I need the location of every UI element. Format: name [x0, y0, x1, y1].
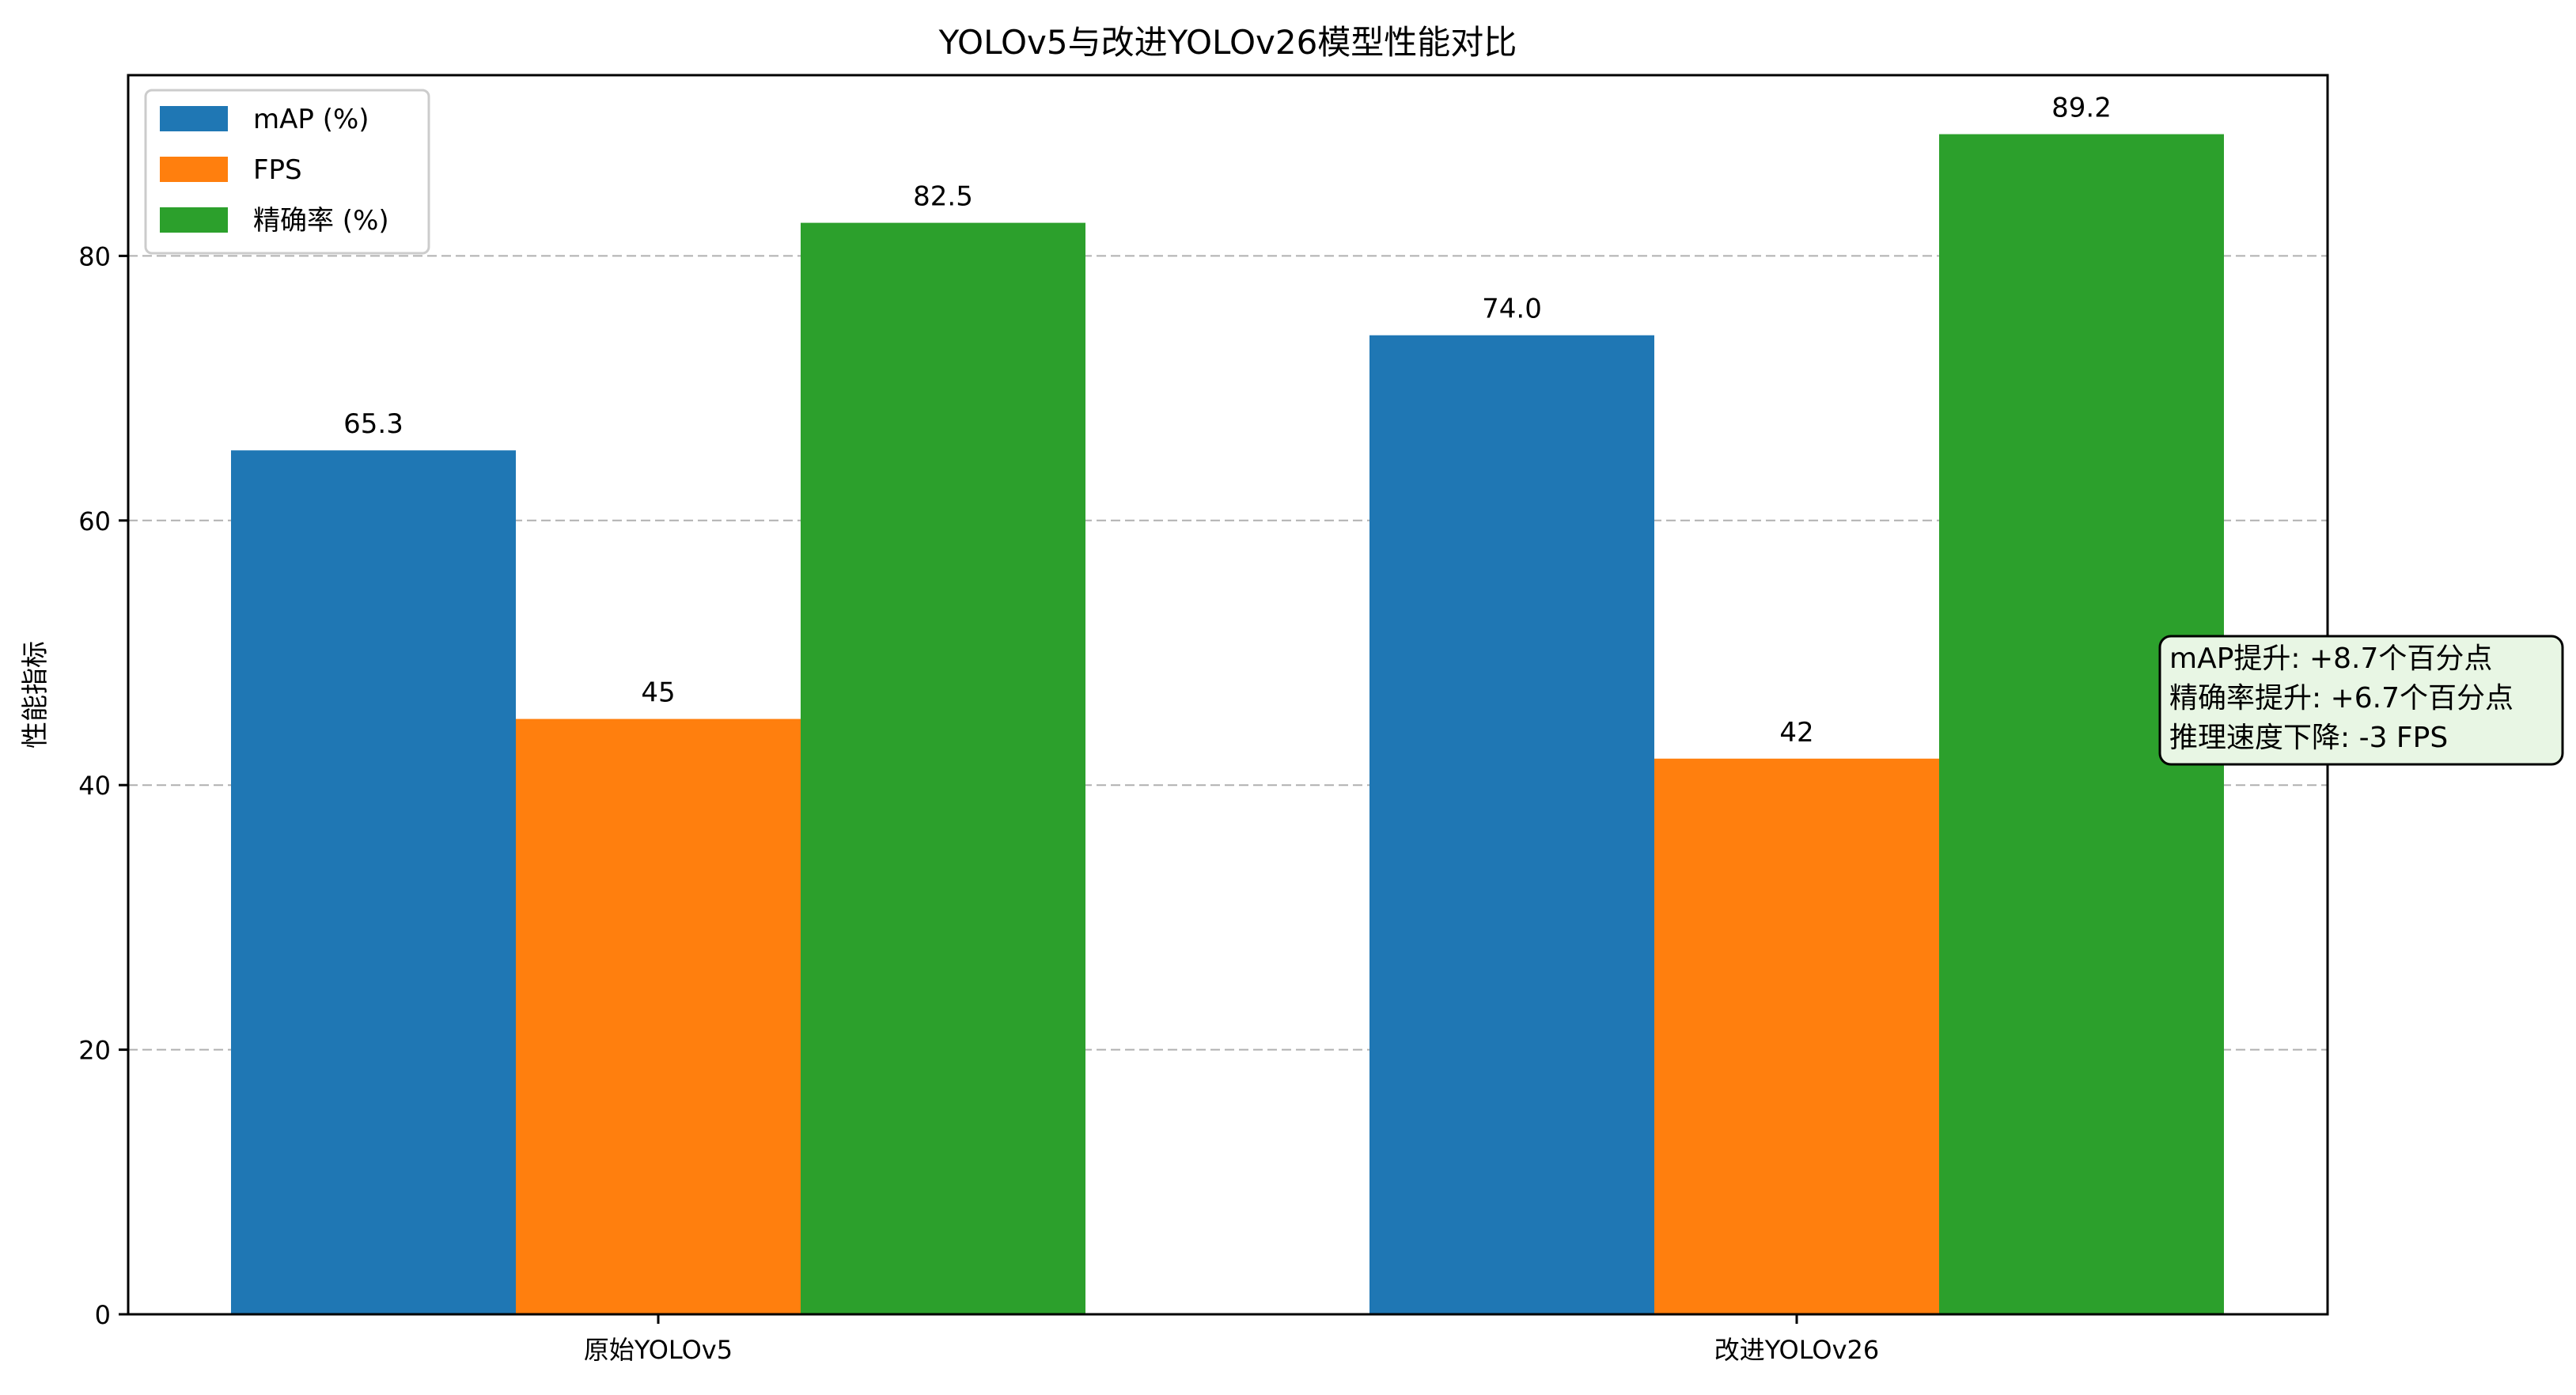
- legend-label: mAP (%): [253, 104, 369, 135]
- annotation-line-1: mAP提升: +8.7个百分点: [2169, 643, 2492, 675]
- y-tick-label: 0: [95, 1300, 111, 1330]
- y-tick-label: 60: [78, 506, 111, 536]
- bar-value-label: 42: [1779, 717, 1813, 749]
- x-tick-label: 原始YOLOv5: [584, 1335, 733, 1365]
- bar-0-0: [231, 450, 516, 1314]
- chart-title: YOLOv5与改进YOLOv26模型性能对比: [938, 23, 1517, 62]
- x-axis-ticks: 原始YOLOv5 改进YOLOv26: [584, 1314, 1879, 1365]
- y-tick-label: 40: [78, 771, 111, 801]
- bar-2-0: [801, 222, 1085, 1315]
- bar-0-1: [1369, 335, 1654, 1315]
- annotation-line-3: 推理速度下降: -3 FPS: [2169, 722, 2448, 754]
- bar-value-label: 89.2: [2051, 93, 2112, 124]
- bar-value-labels: 65.3 45 82.5 74.0 42 89.2: [343, 93, 2112, 749]
- bar-value-label: 65.3: [343, 408, 403, 440]
- annotation-line-2: 精确率提升: +6.7个百分点: [2169, 682, 2513, 715]
- y-tick-label: 20: [78, 1036, 111, 1066]
- legend-swatch: [160, 106, 228, 131]
- bar-value-label: 45: [641, 677, 675, 709]
- annotation-box: [2158, 635, 2564, 766]
- bar-value-label: 74.0: [1482, 294, 1542, 325]
- legend-label: FPS: [253, 154, 302, 186]
- bar-1-1: [1654, 758, 1939, 1314]
- legend-swatch: [160, 207, 228, 233]
- annotation: mAP提升: +8.7个百分点 精确率提升: +6.7个百分点 推理速度下降: …: [2158, 635, 2564, 766]
- legend-items: mAP (%) FPS 精确率 (%): [160, 104, 389, 237]
- y-gridlines: [128, 255, 2328, 1051]
- bar-1-0: [516, 718, 801, 1314]
- y-axis-title: 性能指标: [20, 641, 51, 749]
- legend: mAP (%) FPS 精确率 (%): [144, 89, 430, 255]
- y-tick-label: 80: [78, 241, 111, 271]
- x-tick-label: 改进YOLOv26: [1714, 1335, 1880, 1365]
- legend-swatch: [160, 157, 228, 182]
- bar-value-label: 82.5: [913, 181, 973, 213]
- legend-label: 精确率 (%): [253, 205, 389, 237]
- y-axis-ticks: 0 20 40 60 80: [78, 241, 128, 1330]
